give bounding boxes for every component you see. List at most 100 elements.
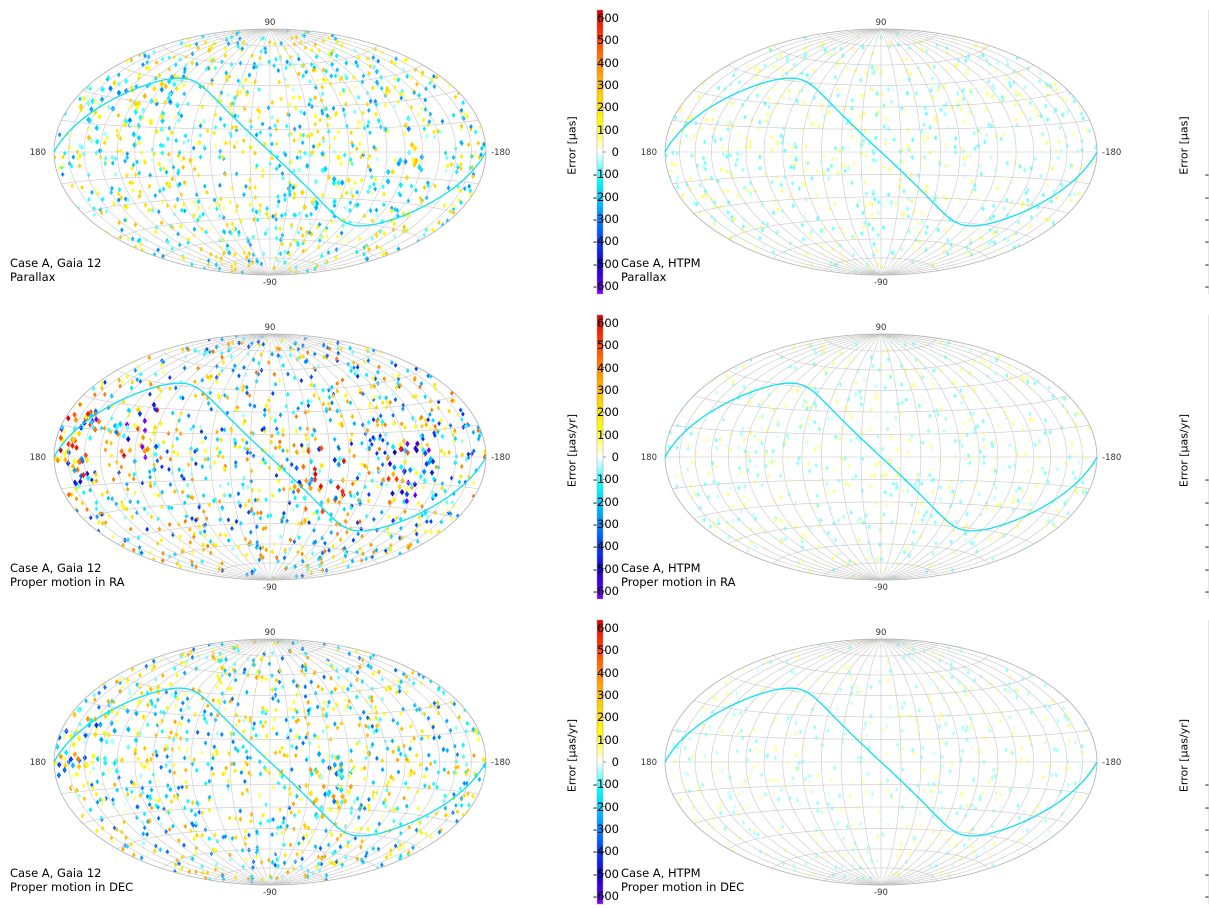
error-cell [292, 138, 296, 143]
error-cell [173, 770, 177, 775]
error-cell [935, 458, 939, 463]
error-cell [332, 148, 336, 154]
error-cell [367, 420, 371, 425]
error-cell [195, 41, 199, 46]
error-cell [671, 150, 675, 155]
error-cell [71, 155, 75, 160]
error-cell [675, 445, 679, 450]
error-cell [459, 162, 463, 167]
error-cell [216, 71, 220, 76]
error-cell [1017, 156, 1021, 161]
error-cell [304, 432, 308, 437]
error-cell [219, 197, 223, 202]
error-cell [870, 166, 874, 171]
error-cell [959, 231, 963, 236]
error-cell [378, 446, 382, 451]
error-cell [77, 736, 81, 742]
error-cell [461, 412, 465, 417]
error-cell [429, 799, 433, 804]
error-cell [275, 426, 279, 431]
error-cell [370, 174, 374, 179]
error-cell [368, 438, 372, 443]
error-cell [328, 395, 332, 400]
error-cell [767, 460, 771, 465]
error-cell [465, 113, 469, 118]
error-cell [870, 65, 874, 70]
error-cell [367, 108, 371, 113]
error-cell [346, 399, 350, 404]
error-cell [1021, 427, 1025, 432]
error-cell [129, 526, 133, 531]
error-cell [172, 81, 176, 87]
error-cell [1070, 442, 1074, 447]
error-cell [295, 429, 299, 434]
error-cell [371, 139, 375, 144]
error-cell [417, 112, 421, 117]
error-cell [159, 126, 163, 132]
error-cell [850, 180, 854, 185]
error-cell [702, 156, 706, 161]
error-cell [297, 56, 301, 61]
error-cell [415, 523, 419, 528]
error-cell [984, 133, 988, 138]
error-cell [256, 217, 260, 222]
error-cell [185, 729, 189, 734]
error-cell [226, 92, 230, 97]
caption-case: Case A, HTPM [621, 561, 735, 575]
error-cell [172, 449, 176, 454]
error-cell [258, 203, 262, 208]
error-cell [406, 115, 410, 121]
error-cell [1018, 384, 1022, 389]
error-cell [307, 403, 311, 408]
error-cell [417, 93, 421, 98]
error-cell [109, 441, 113, 446]
error-cell [849, 438, 853, 443]
error-cell [168, 386, 172, 391]
error-cell [927, 428, 931, 433]
error-cell [146, 703, 150, 708]
error-cell [277, 199, 281, 204]
error-cell [788, 96, 792, 101]
error-cell [213, 460, 217, 465]
error-cell [328, 144, 332, 150]
error-cell [218, 499, 222, 504]
error-cell [292, 443, 296, 448]
error-cell [1073, 452, 1077, 457]
error-cell [415, 82, 419, 87]
error-cell [366, 826, 370, 831]
error-cell [474, 129, 478, 134]
error-cell [349, 108, 353, 113]
error-cell [187, 138, 191, 143]
error-cell [94, 125, 98, 131]
error-cell [134, 172, 138, 177]
error-cell [727, 492, 731, 497]
error-cell [1048, 385, 1052, 390]
error-cell [317, 468, 321, 474]
error-cell [787, 549, 791, 554]
error-cell [937, 188, 941, 193]
error-cell [174, 138, 178, 143]
error-cell [953, 144, 957, 149]
error-cell [1005, 373, 1009, 378]
error-cell [899, 411, 903, 416]
error-cell [901, 147, 905, 152]
error-cell [247, 498, 251, 503]
error-cell [281, 448, 285, 453]
error-cell [1043, 471, 1047, 476]
error-cell [377, 456, 381, 461]
error-cell [58, 132, 62, 137]
error-cell [189, 201, 193, 206]
error-cell [213, 66, 217, 71]
error-cell [96, 819, 100, 824]
error-cell [1060, 182, 1064, 187]
error-cell [856, 203, 860, 208]
error-cell [877, 460, 881, 465]
error-cell [220, 59, 224, 64]
error-cell [707, 158, 711, 163]
error-cell [238, 444, 242, 449]
error-cell [192, 157, 196, 162]
error-cell [254, 733, 258, 738]
error-cell [819, 518, 823, 523]
error-cell [989, 216, 993, 221]
error-cell [887, 87, 891, 92]
